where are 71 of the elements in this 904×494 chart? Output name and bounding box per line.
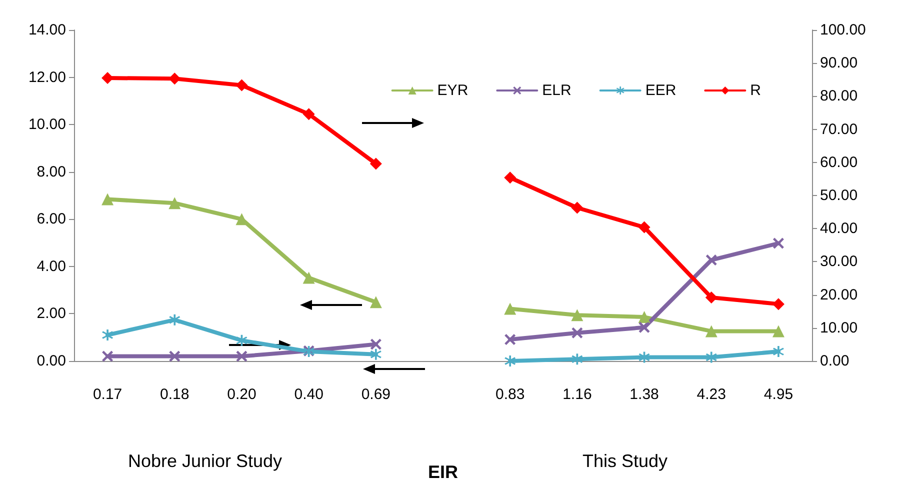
x-tick-label: 0.20 [227, 386, 256, 403]
point [168, 197, 181, 210]
point [302, 272, 315, 284]
point [302, 108, 315, 120]
point [772, 298, 784, 310]
point [772, 346, 784, 358]
text: Nobre Junior Study [128, 451, 282, 471]
y-tick-label: 2.00 [36, 305, 66, 322]
legend-label: R [750, 82, 762, 99]
point [706, 352, 717, 363]
y2-tick-label: 20.00 [820, 286, 858, 304]
point [169, 314, 180, 326]
y2-tick-label: 10.00 [820, 319, 858, 336]
y-tick-label: 6.00 [36, 210, 66, 228]
y2-tick-label: 80.00 [820, 88, 858, 105]
y2-tick-label: 90.00 [820, 54, 858, 72]
point [370, 158, 382, 170]
point [370, 338, 382, 350]
point [772, 325, 784, 338]
y2-tick-label: 50.00 [820, 187, 858, 204]
text: This Study [582, 451, 668, 471]
point [705, 291, 718, 304]
point [102, 350, 114, 362]
point [236, 334, 248, 346]
y2-tick-label: 70.00 [820, 120, 858, 138]
point [169, 350, 180, 362]
point [102, 329, 114, 340]
point [504, 334, 516, 345]
y-tick-label: 14.00 [28, 22, 66, 38]
y-tick-label: 8.00 [36, 163, 66, 180]
y2-tick-label: 30.00 [820, 253, 858, 270]
point [706, 254, 717, 266]
x-tick-label: 4.95 [764, 386, 794, 403]
y2-tick-label: 100.00 [820, 22, 866, 38]
point [638, 221, 650, 234]
point [638, 352, 650, 363]
point [504, 302, 516, 315]
legend-label: ELR [542, 82, 572, 99]
x-tick-label: 0.69 [361, 386, 391, 403]
y2-tick-label: 0.00 [820, 352, 850, 370]
point [571, 202, 584, 214]
x-tick-label: 1.38 [630, 386, 659, 403]
y-tick-label: 10.00 [28, 116, 66, 134]
y-tick-label: 4.00 [36, 258, 66, 275]
y2-tick-label: 40.00 [820, 220, 858, 238]
point [705, 325, 718, 338]
point [504, 356, 516, 366]
point [638, 322, 650, 333]
x-tick-label: 4.23 [696, 386, 726, 403]
point [370, 348, 382, 360]
x-tick-label: 1.16 [562, 386, 592, 403]
point [102, 193, 114, 206]
point [571, 309, 584, 322]
legend-label: EER [645, 82, 676, 99]
x-axis-title: EIR [428, 462, 458, 482]
y2-tick-label: 60.00 [820, 154, 858, 171]
point [370, 296, 382, 308]
x-tick-label: 0.17 [92, 386, 122, 403]
x-tick-label: 0.83 [495, 386, 525, 403]
x-tick-label: 0.40 [294, 386, 324, 403]
y-tick-label: 0.00 [36, 352, 66, 370]
legend-label: EYR [437, 82, 468, 99]
y-tick-label: 12.00 [28, 68, 66, 86]
point [236, 79, 248, 92]
point [772, 238, 784, 249]
x-tick-label: 0.18 [160, 386, 190, 403]
point [572, 327, 583, 338]
point [236, 350, 248, 362]
point [504, 172, 516, 184]
point [572, 354, 583, 365]
point [638, 311, 650, 324]
